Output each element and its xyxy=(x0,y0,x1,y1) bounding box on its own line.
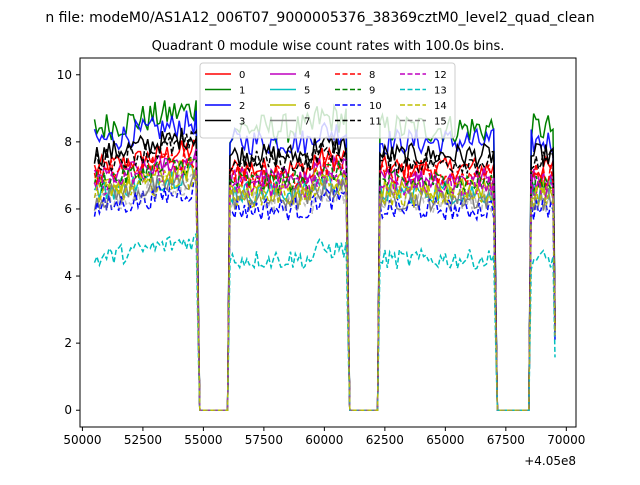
legend-label-9: 9 xyxy=(369,86,375,97)
series-line-7 xyxy=(93,171,556,411)
series-line-14 xyxy=(93,166,556,411)
x-tick-label: 60000 xyxy=(305,433,343,447)
legend-label-0: 0 xyxy=(239,70,245,81)
series-line-13 xyxy=(93,231,556,411)
legend-label-7: 7 xyxy=(304,117,310,128)
x-tick-label: 55000 xyxy=(184,433,222,447)
plot-area-frame xyxy=(79,57,577,428)
legend-label-3: 3 xyxy=(239,117,245,128)
legend-label-1: 1 xyxy=(239,86,245,97)
x-tick-label: 50000 xyxy=(63,433,101,447)
x-tick-label: 70000 xyxy=(547,433,585,447)
legend-label-12: 12 xyxy=(434,70,447,81)
legend-label-5: 5 xyxy=(304,86,310,97)
legend-label-15: 15 xyxy=(434,117,447,128)
legend-label-4: 4 xyxy=(304,70,310,81)
series-line-11 xyxy=(93,128,556,411)
legend-label-8: 8 xyxy=(369,70,375,81)
chart-suptitle: n file: modeM0/AS1A12_006T07_9000005376_… xyxy=(45,10,594,26)
y-axis: 0 2 4 6 8 10 xyxy=(57,68,80,417)
legend-label-10: 10 xyxy=(369,101,382,112)
y-tick-label: 0 xyxy=(64,403,72,417)
x-tick-label: 65000 xyxy=(426,433,464,447)
series-line-2 xyxy=(93,110,556,411)
legend-box xyxy=(199,62,456,139)
x-tick-label: 67500 xyxy=(487,433,525,447)
legend-label-14: 14 xyxy=(434,101,447,112)
series-layer xyxy=(93,100,556,411)
series-line-1 xyxy=(93,100,556,411)
y-tick-label: 4 xyxy=(64,269,72,283)
x-tick-label: 57500 xyxy=(245,433,283,447)
legend-label-13: 13 xyxy=(434,86,447,97)
series-line-10 xyxy=(93,180,556,411)
y-tick-label: 8 xyxy=(64,135,72,149)
y-tick-label: 10 xyxy=(57,68,72,82)
legend-label-11: 11 xyxy=(369,117,382,128)
series-line-8 xyxy=(93,151,556,411)
x-tick-label: 62500 xyxy=(366,433,404,447)
series-line-15 xyxy=(94,173,556,411)
y-tick-label: 6 xyxy=(64,202,72,216)
legend-label-6: 6 xyxy=(304,101,310,112)
x-tick-label: 52500 xyxy=(124,433,162,447)
legend-label-2: 2 xyxy=(239,101,245,112)
x-offset-label: +4.05e8 xyxy=(524,454,576,468)
chart-title: Quadrant 0 module wise count rates with … xyxy=(152,39,505,54)
y-tick-label: 2 xyxy=(64,336,72,350)
x-axis: 50000 52500 55000 57500 60000 62500 65000 67500… xyxy=(63,427,585,447)
